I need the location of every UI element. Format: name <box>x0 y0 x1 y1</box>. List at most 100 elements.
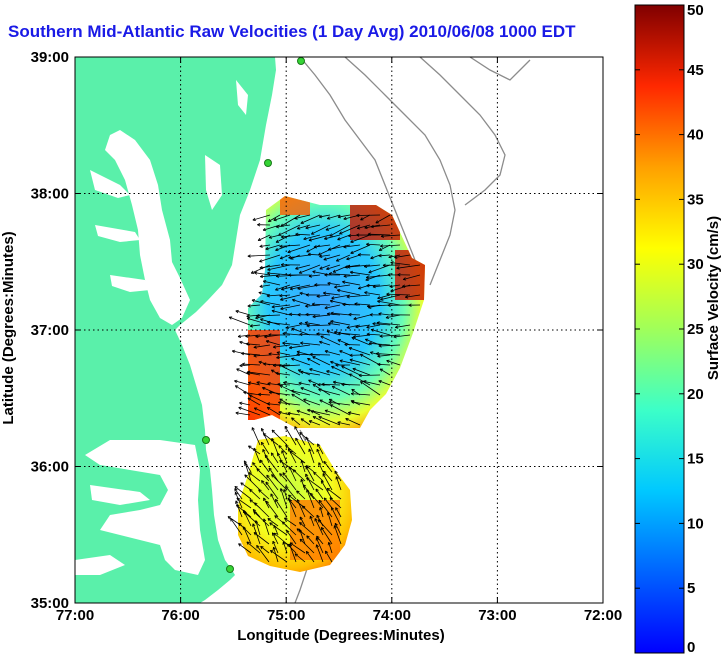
velocity-arrow-head <box>244 474 247 478</box>
velocity-arrow-head <box>272 540 276 544</box>
velocity-arrow <box>380 244 401 247</box>
velocity-arrow-head <box>259 284 263 287</box>
velocity-arrow-head <box>246 541 249 545</box>
velocity-arrow <box>240 482 252 491</box>
velocity-arrow <box>265 500 279 518</box>
velocity-arrow-head <box>367 232 371 235</box>
velocity-arrow-head <box>321 383 325 387</box>
velocity-arrow-head <box>289 347 293 350</box>
velocity-arrow <box>238 407 261 416</box>
velocity-arrow-head <box>395 325 398 328</box>
velocity-arrow-head <box>319 399 322 403</box>
velocity-arrow-head <box>296 354 300 357</box>
velocity-arrow <box>349 373 371 386</box>
velocity-arrow-head <box>279 295 283 298</box>
velocity-arrow <box>234 380 251 386</box>
velocity-arrow-head <box>348 411 352 413</box>
velocity-arrow-head <box>289 450 293 453</box>
velocity-arrow-head <box>337 421 341 425</box>
velocity-arrow-head <box>264 334 268 338</box>
velocity-arrow-head <box>275 247 278 251</box>
velocity-arrow <box>291 358 311 366</box>
velocity-arrow <box>301 505 315 518</box>
y-tick-label: 36:00 <box>31 459 69 476</box>
velocity-arrow <box>367 233 391 236</box>
velocity-arrow <box>370 254 381 259</box>
velocity-arrow <box>291 417 301 426</box>
velocity-arrow <box>295 437 306 455</box>
colorbar-tick-label: 35 <box>687 191 704 208</box>
velocity-arrow <box>328 542 333 554</box>
velocity-arrow <box>286 530 297 545</box>
velocity-arrow-head <box>314 283 318 286</box>
velocity-arrow <box>284 426 297 446</box>
velocity-arrow <box>259 459 270 473</box>
velocity-arrow-head <box>252 462 254 466</box>
velocity-arrow-head <box>354 303 358 306</box>
velocity-arrow-head <box>328 401 332 405</box>
velocity-arrow-head <box>379 368 382 372</box>
velocity-arrow <box>271 438 279 455</box>
velocity-arrow-head <box>294 553 299 555</box>
velocity-arrow-head <box>395 327 399 329</box>
velocity-arrow <box>299 538 315 554</box>
velocity-arrow-head <box>279 244 283 247</box>
velocity-arrow-head <box>327 511 331 515</box>
velocity-arrow-head <box>254 502 256 506</box>
velocity-arrow <box>318 389 341 396</box>
velocity-arrow <box>238 334 251 338</box>
velocity-arrow <box>321 383 341 386</box>
velocity-arrow-head <box>302 484 305 488</box>
velocity-arrow <box>271 474 288 491</box>
velocity-arrow-head <box>370 351 373 355</box>
velocity-arrow <box>282 472 297 491</box>
velocity-arrow-head <box>259 459 263 462</box>
velocity-arrow-head <box>356 226 360 229</box>
velocity-arrow-head <box>251 299 256 301</box>
velocity-arrow-head <box>281 521 284 525</box>
velocity-arrow-head <box>372 286 376 289</box>
velocity-arrow-head <box>252 219 256 222</box>
velocity-arrow-head <box>260 274 263 278</box>
velocity-arrow-head <box>323 461 325 465</box>
velocity-arrow-head <box>300 371 304 374</box>
velocity-arrow-head <box>331 507 335 510</box>
velocity-arrow <box>271 304 291 308</box>
velocity-arrow-head <box>349 373 352 377</box>
velocity-arrow-head <box>313 471 317 474</box>
velocity-arrow-head <box>296 490 298 494</box>
velocity-arrow-head <box>255 520 259 523</box>
velocity-arrow <box>312 271 331 276</box>
velocity-arrow <box>339 360 361 366</box>
velocity-arrow <box>305 224 321 229</box>
velocity-arrow-head <box>323 471 325 475</box>
velocity-arrow <box>378 254 391 257</box>
velocity-arrow <box>377 300 401 306</box>
velocity-arrow-head <box>263 363 267 366</box>
velocity-arrow-head <box>408 304 412 307</box>
velocity-arrow-head <box>262 227 266 231</box>
velocity-arrow-head <box>265 500 269 503</box>
y-axis-label: Latitude (Degrees:Minutes) <box>0 231 17 424</box>
velocity-arrow-head <box>256 545 258 549</box>
velocity-arrow-head <box>283 489 285 493</box>
velocity-arrow-head <box>394 257 398 259</box>
velocity-arrow <box>281 521 297 536</box>
velocity-arrow-head <box>271 309 275 311</box>
velocity-arrow <box>327 512 333 527</box>
velocity-arrow-head <box>377 296 380 299</box>
velocity-arrow-head <box>258 292 262 295</box>
velocity-arrow-head <box>397 274 401 277</box>
velocity-arrow <box>377 363 391 366</box>
map-title: Southern Mid-Atlantic Raw Velocities (1 … <box>8 22 576 41</box>
velocity-arrow-head <box>324 274 328 277</box>
velocity-arrow-head <box>316 535 320 538</box>
velocity-arrow-head <box>280 236 285 239</box>
velocity-arrow-head <box>267 321 271 325</box>
velocity-arrow-head <box>408 303 412 306</box>
velocity-arrow <box>341 365 361 376</box>
velocity-arrow-head <box>263 229 267 232</box>
velocity-arrow-head <box>366 275 369 278</box>
velocity-arrow <box>324 234 341 240</box>
velocity-arrow-head <box>300 370 304 373</box>
